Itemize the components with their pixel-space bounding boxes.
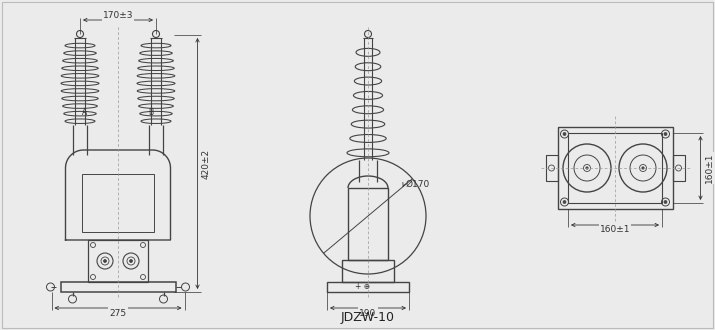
Circle shape [642,167,644,169]
Text: 190: 190 [360,309,377,317]
Text: 275: 275 [109,309,127,317]
Text: 160±1: 160±1 [705,153,714,183]
Text: A: A [82,108,88,117]
Circle shape [664,201,667,204]
Text: + ⊕: + ⊕ [355,282,370,291]
Circle shape [563,133,566,136]
Bar [342,260,394,282]
Bar [673,155,684,181]
Circle shape [104,259,107,262]
Text: Ø170: Ø170 [406,180,430,188]
Circle shape [563,201,566,204]
Text: 420±2: 420±2 [202,148,211,179]
Bar [88,240,148,282]
Circle shape [129,259,132,262]
Text: JDZW-10: JDZW-10 [341,312,395,324]
Text: 170±3: 170±3 [103,11,133,19]
Bar [348,188,388,260]
Text: 160±1: 160±1 [600,225,630,235]
Bar [546,155,558,181]
Circle shape [664,133,667,136]
Bar [82,174,154,232]
Bar [568,133,662,203]
Text: B: B [149,108,154,117]
Bar [327,282,409,292]
Bar [558,127,673,209]
Circle shape [586,167,588,169]
Bar [61,282,175,292]
